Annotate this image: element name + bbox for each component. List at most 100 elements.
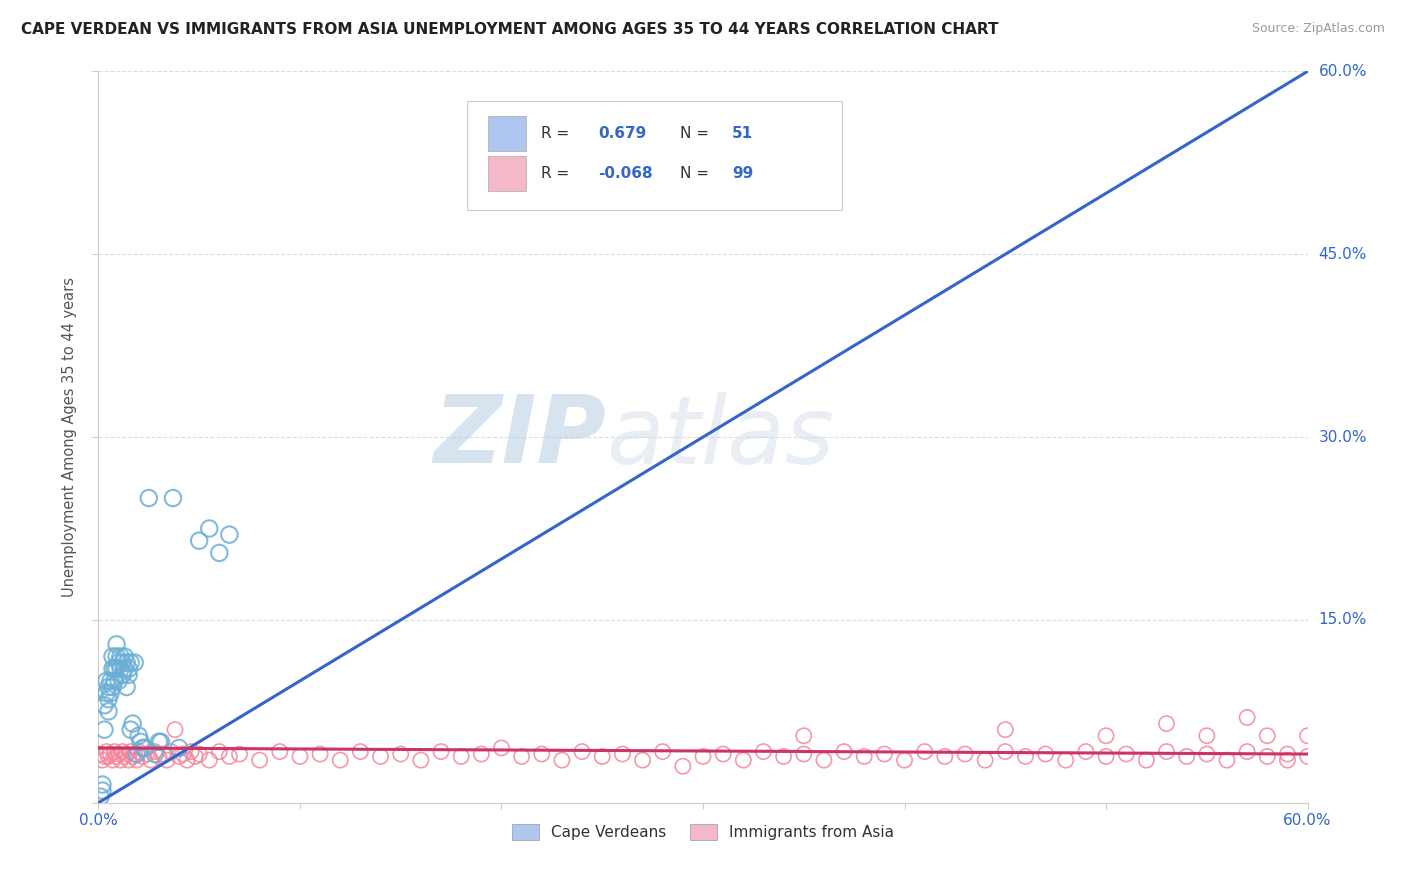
Point [100, 686, 122, 700]
Point [103, 662, 125, 676]
FancyBboxPatch shape [467, 101, 842, 211]
Point [97, 749, 120, 764]
Point [389, 747, 412, 761]
Point [1256, 749, 1278, 764]
Point [188, 747, 211, 761]
Point [111, 745, 134, 759]
Point [105, 749, 128, 764]
Point [107, 747, 129, 761]
Text: 45.0%: 45.0% [1319, 247, 1367, 261]
Point [96, 686, 118, 700]
Point [110, 662, 132, 676]
Point [853, 749, 876, 764]
Point [733, 753, 755, 767]
Point [93, 723, 115, 737]
Point [163, 723, 186, 737]
Point [198, 753, 221, 767]
Point [228, 747, 250, 761]
Point [491, 740, 513, 755]
Text: -0.068: -0.068 [598, 166, 652, 181]
Point [409, 753, 432, 767]
Point [105, 637, 128, 651]
Point [1216, 753, 1239, 767]
Point [329, 753, 352, 767]
Point [97, 692, 120, 706]
Point [120, 745, 142, 759]
Point [160, 745, 183, 759]
Point [188, 533, 211, 548]
Point [994, 745, 1017, 759]
Point [125, 747, 148, 761]
Point [1095, 749, 1118, 764]
Point [571, 745, 593, 759]
Text: ZIP: ZIP [433, 391, 606, 483]
Point [124, 656, 146, 670]
Point [129, 735, 152, 749]
Point [450, 749, 472, 764]
Point [1115, 747, 1137, 761]
Point [1074, 745, 1097, 759]
Point [156, 753, 179, 767]
Point [114, 649, 136, 664]
Point [1256, 729, 1278, 743]
Point [101, 662, 124, 676]
Point [120, 723, 142, 737]
Point [118, 753, 141, 767]
Point [631, 753, 654, 767]
Text: 51: 51 [733, 126, 754, 141]
Point [115, 680, 138, 694]
Point [752, 745, 775, 759]
Text: R =: R = [541, 166, 574, 181]
Point [893, 753, 915, 767]
Point [1135, 753, 1157, 767]
Text: Source: ZipAtlas.com: Source: ZipAtlas.com [1251, 22, 1385, 36]
Point [1277, 753, 1299, 767]
Point [105, 649, 128, 664]
Point [128, 745, 150, 759]
Point [1296, 749, 1319, 764]
Point [114, 749, 136, 764]
Point [134, 740, 156, 755]
Point [208, 745, 231, 759]
Point [530, 747, 553, 761]
Point [711, 747, 734, 761]
Point [510, 749, 533, 764]
Point [813, 753, 835, 767]
Point [96, 745, 118, 759]
Point [162, 491, 184, 505]
Point [934, 749, 956, 764]
Point [114, 662, 136, 676]
Text: R =: R = [541, 126, 574, 141]
Point [974, 753, 997, 767]
Point [551, 753, 574, 767]
Legend: Cape Verdeans, Immigrants from Asia: Cape Verdeans, Immigrants from Asia [506, 818, 900, 847]
Point [91, 783, 114, 797]
Text: N =: N = [681, 166, 714, 181]
FancyBboxPatch shape [488, 156, 526, 191]
Text: 0.679: 0.679 [598, 126, 645, 141]
Point [100, 673, 122, 688]
Point [167, 740, 190, 755]
Point [914, 745, 936, 759]
Point [772, 749, 794, 764]
Point [793, 747, 815, 761]
Point [103, 673, 125, 688]
Point [172, 747, 194, 761]
Point [1236, 710, 1258, 724]
Point [107, 656, 129, 670]
Point [651, 745, 673, 759]
Point [1236, 745, 1258, 759]
Point [198, 521, 221, 535]
Point [135, 747, 157, 761]
Point [143, 745, 166, 759]
Text: CAPE VERDEAN VS IMMIGRANTS FROM ASIA UNEMPLOYMENT AMONG AGES 35 TO 44 YEARS CORR: CAPE VERDEAN VS IMMIGRANTS FROM ASIA UNE… [21, 22, 998, 37]
Point [96, 673, 118, 688]
Point [1035, 747, 1057, 761]
Point [1277, 747, 1299, 761]
Point [1296, 729, 1319, 743]
Point [107, 673, 129, 688]
Point [118, 667, 141, 681]
Point [208, 546, 231, 560]
Point [370, 749, 392, 764]
Point [218, 527, 240, 541]
